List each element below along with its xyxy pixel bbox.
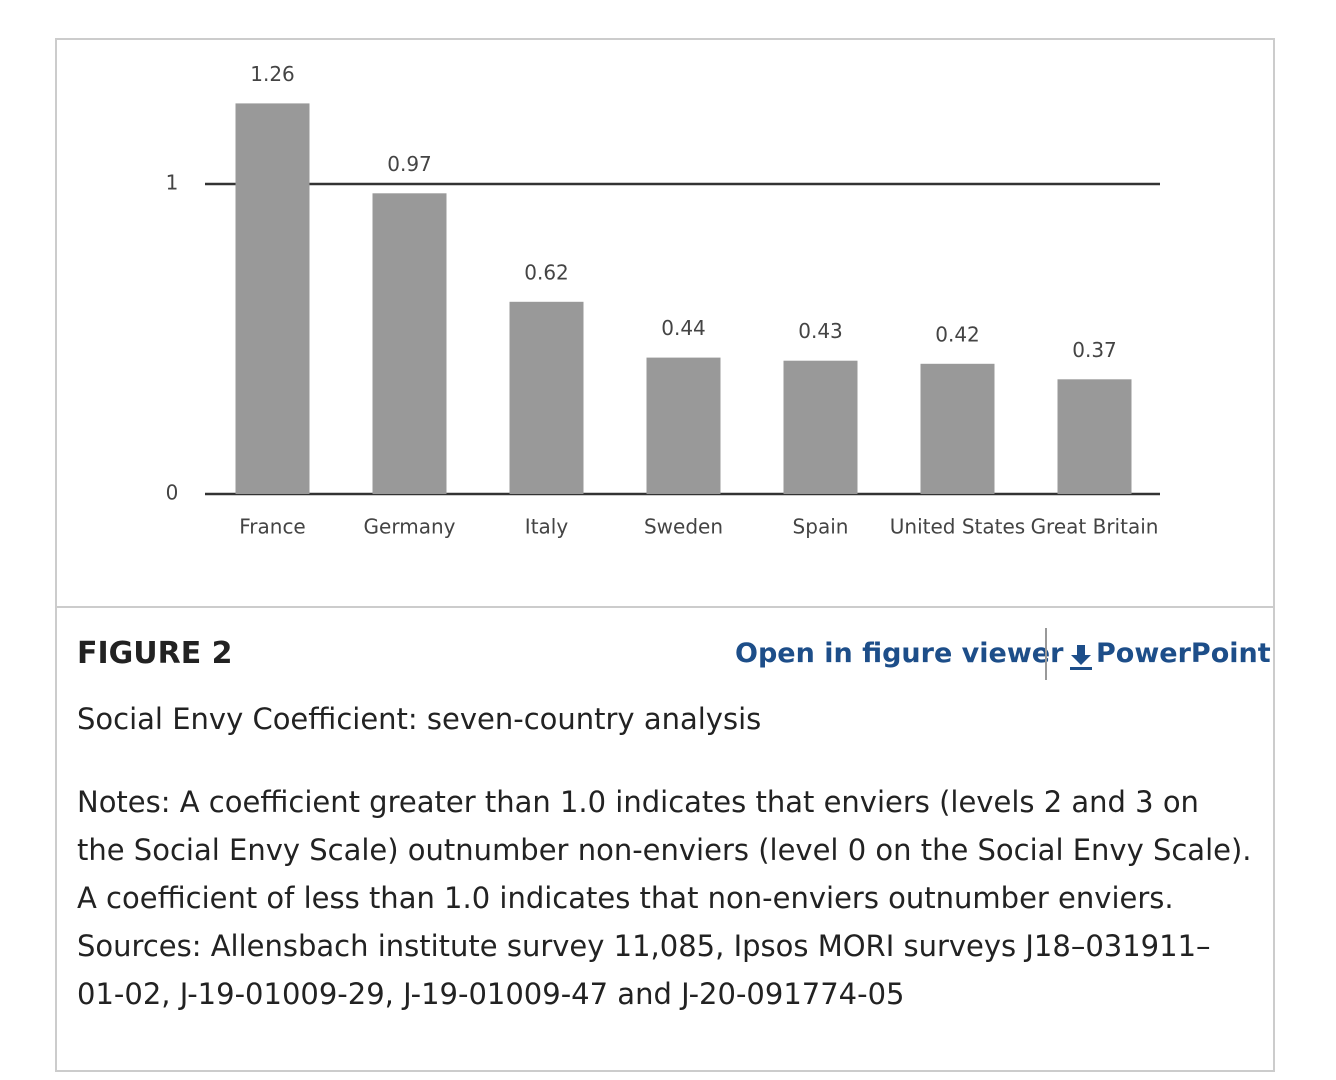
x-tick-label: Sweden [644, 515, 723, 539]
bar [235, 103, 310, 495]
value-label: 1.26 [250, 62, 295, 86]
x-tick-label: Italy [525, 515, 569, 539]
separator [55, 606, 1275, 608]
value-label: 0.42 [935, 322, 980, 346]
value-label: 0.37 [1072, 338, 1117, 362]
note-line: the Social Envy Scale) outnumber non-env… [77, 833, 1252, 867]
note-line: Sources: Allensbach institute survey 11,… [77, 929, 1211, 963]
bar [372, 193, 447, 495]
open-viewer-link[interactable]: Open in figure viewer [735, 638, 1064, 669]
value-label: 0.44 [661, 316, 706, 340]
value-label: 0.97 [387, 152, 432, 176]
download-icon [1070, 645, 1092, 670]
y-tick-label: 1 [166, 171, 179, 195]
y-tick-label: 0 [166, 481, 179, 505]
x-tick-label: Germany [364, 515, 456, 539]
note-line: A coefficient of less than 1.0 indicates… [77, 881, 1174, 915]
x-tick-label: United States [890, 515, 1025, 539]
figure-label: FIGURE 2 [77, 636, 233, 671]
bar [509, 301, 584, 494]
link-divider [1045, 628, 1047, 680]
powerpoint-link[interactable]: PowerPoint [1096, 638, 1271, 669]
note-line: Notes: A coefficient greater than 1.0 in… [77, 785, 1199, 819]
value-label: 0.43 [798, 319, 843, 343]
figure-box [55, 38, 1275, 1072]
bar [646, 357, 721, 494]
notes: Notes: A coefficient greater than 1.0 in… [77, 778, 1252, 1018]
bar [783, 360, 858, 494]
value-label: 0.62 [524, 260, 569, 284]
x-tick-label: Great Britain [1031, 515, 1159, 539]
bar [920, 363, 995, 494]
chart: 0 1 1.26 France 0.97 Germany 0.62 Italy 0.44 Swed… [166, 62, 1160, 539]
note-line: 01-02, J-19-01009-29, J-19-01009-47 and … [77, 977, 905, 1011]
caption: Social Envy Coefficient: seven-country a… [77, 702, 762, 736]
bar [1057, 379, 1132, 494]
x-tick-label: France [239, 515, 306, 539]
x-tick-label: Spain [793, 515, 849, 539]
